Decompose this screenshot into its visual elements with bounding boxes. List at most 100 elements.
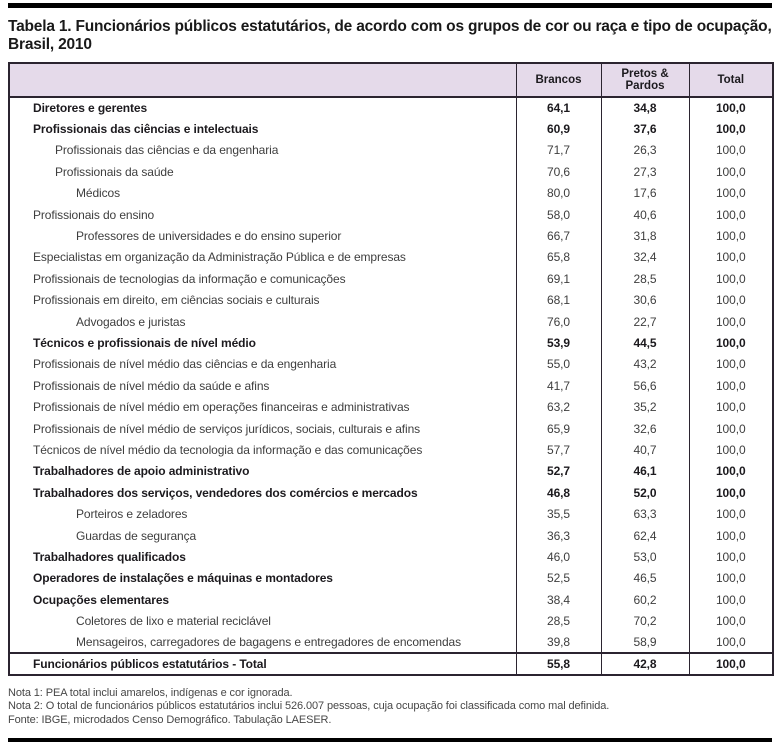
value-cell: 100,0 [688,652,773,675]
value-cell: 100,0 [688,396,773,418]
value-cell: 100,0 [688,353,773,376]
table-row: Técnicos de nível médio da tecnologia da… [9,439,773,461]
note-2: Nota 2: O total de funcionários públicos… [8,700,610,713]
header-row: Brancos Pretos & Pardos Total [9,63,773,98]
table-row: Coletores de lixo e material reciclável 2… [9,610,773,632]
table-row: Profissionais de nível médio de serviços… [9,417,773,440]
table-row: Profissionais de nível médio em operaçõe… [9,396,773,418]
table-total-row: Funcionários públicos estatutários - Tot… [9,652,773,675]
table-row: Advogados e juristas 76,0 22,7 100,0 [9,310,773,333]
table-row: Profissionais do ensino 58,0 40,6 100,0 [9,203,773,226]
value-cell: 100,0 [688,546,773,568]
value-cell: 100,0 [688,610,773,632]
value-cell: 100,0 [688,118,773,140]
row-label: Guardas de segurança [76,528,197,543]
top-rule [8,3,772,8]
row-label: Operadores de instalações e máquinas e m… [33,571,333,586]
value-cell: 100,0 [688,225,773,247]
table-row: Trabalhadores dos serviços, vendedores d… [9,482,773,504]
table-row: Profissionais de nível médio da saúde e … [9,375,773,397]
value-cell: 36,3 [515,524,601,547]
row-label: Médicos [76,186,120,201]
value-cell: 46,1 [600,460,689,483]
row-label: Ocupações elementares [33,592,169,607]
value-cell: 100,0 [688,97,773,119]
value-cell: 63,3 [600,503,689,525]
row-label: Mensageiros, carregadores de bagagens e … [76,634,461,649]
value-cell: 42,8 [600,652,689,675]
value-cell: 55,8 [515,652,601,675]
value-cell: 46,5 [600,567,689,589]
value-cell: 57,7 [515,439,601,461]
value-cell: 100,0 [688,139,773,162]
table-row: Trabalhadores de apoio administrativo 52,… [9,460,773,483]
value-cell: 40,6 [600,203,689,226]
note-1: Nota 1: PEA total inclui amarelos, indíg… [8,686,293,699]
value-cell: 71,7 [515,139,601,162]
row-label: Trabalhadores dos serviços, vendedores d… [33,485,418,500]
value-cell: 64,1 [515,97,601,119]
value-cell: 52,7 [515,460,601,483]
row-label: Profissionais de nível médio de serviços… [33,421,421,436]
value-cell: 76,0 [515,310,601,333]
row-label: Profissionais das ciências e da engenhar… [55,143,279,158]
header-brancos: Brancos [515,63,601,98]
table-row: Médicos 80,0 17,6 100,0 [9,182,773,204]
value-cell: 70,6 [515,161,601,183]
header-pretos-pardos: Pretos & Pardos [600,63,689,98]
value-cell: 65,9 [515,417,601,440]
value-cell: 39,8 [515,631,601,654]
value-cell: 69,1 [515,268,601,290]
value-cell: 100,0 [688,524,773,547]
row-label: Técnicos e profissionais de nível médio [33,335,256,350]
value-cell: 32,4 [600,246,689,269]
row-label: Profissionais de nível médio das ciência… [33,357,337,372]
value-cell: 100,0 [688,439,773,461]
value-cell: 58,9 [600,631,689,654]
table-row: Profissionais das ciências e da engenhar… [9,139,773,162]
value-cell: 30,6 [600,289,689,311]
row-label: Profissionais de nível médio em operaçõe… [33,400,410,415]
value-cell: 68,1 [515,289,601,311]
value-cell: 70,2 [600,610,689,632]
value-cell: 100,0 [688,375,773,397]
value-cell: 100,0 [688,268,773,290]
table-row: Diretores e gerentes 64,1 34,8 100,0 [9,97,773,119]
value-cell: 31,8 [600,225,689,247]
value-cell: 46,8 [515,482,601,504]
value-cell: 17,6 [600,182,689,204]
value-cell: 52,0 [600,482,689,504]
value-cell: 100,0 [688,161,773,183]
header-total: Total [688,63,773,98]
table-row: Ocupações elementares 38,4 60,2 100,0 [9,588,773,611]
value-cell: 52,5 [515,567,601,589]
row-label: Profissionais de nível médio da saúde e … [33,378,270,393]
value-cell: 80,0 [515,182,601,204]
value-cell: 100,0 [688,460,773,483]
row-label: Diretores e gerentes [33,101,148,116]
value-cell: 43,2 [600,353,689,376]
value-cell: 56,6 [600,375,689,397]
row-label: Advogados e juristas [76,314,186,329]
value-cell: 46,0 [515,546,601,568]
table-row: Porteiros e zeladores 35,5 63,3 100,0 [9,503,773,525]
table-row: Profissionais em direito, em ciências so… [9,289,773,311]
value-cell: 62,4 [600,524,689,547]
table-row: Mensageiros, carregadores de bagagens e … [9,631,773,654]
table-notes: Nota 1: PEA total inclui amarelos, indíg… [8,687,772,728]
table-row: Profissionais das ciências e intelectuai… [9,118,773,140]
row-label: Porteiros e zeladores [76,507,188,522]
table-title: Tabela 1. Funcionários públicos estatutá… [8,18,772,53]
value-cell: 40,7 [600,439,689,461]
row-label: Professores de universidades e do ensino… [76,229,342,244]
table-row: Professores de universidades e do ensino… [9,225,773,247]
row-label: Funcionários públicos estatutários - Tot… [9,652,516,675]
value-cell: 55,0 [515,353,601,376]
value-cell: 63,2 [515,396,601,418]
header-occupation-blank [9,63,516,98]
value-cell: 100,0 [688,503,773,525]
value-cell: 100,0 [688,588,773,611]
value-cell: 100,0 [688,182,773,204]
row-label: Profissionais do ensino [33,207,155,222]
